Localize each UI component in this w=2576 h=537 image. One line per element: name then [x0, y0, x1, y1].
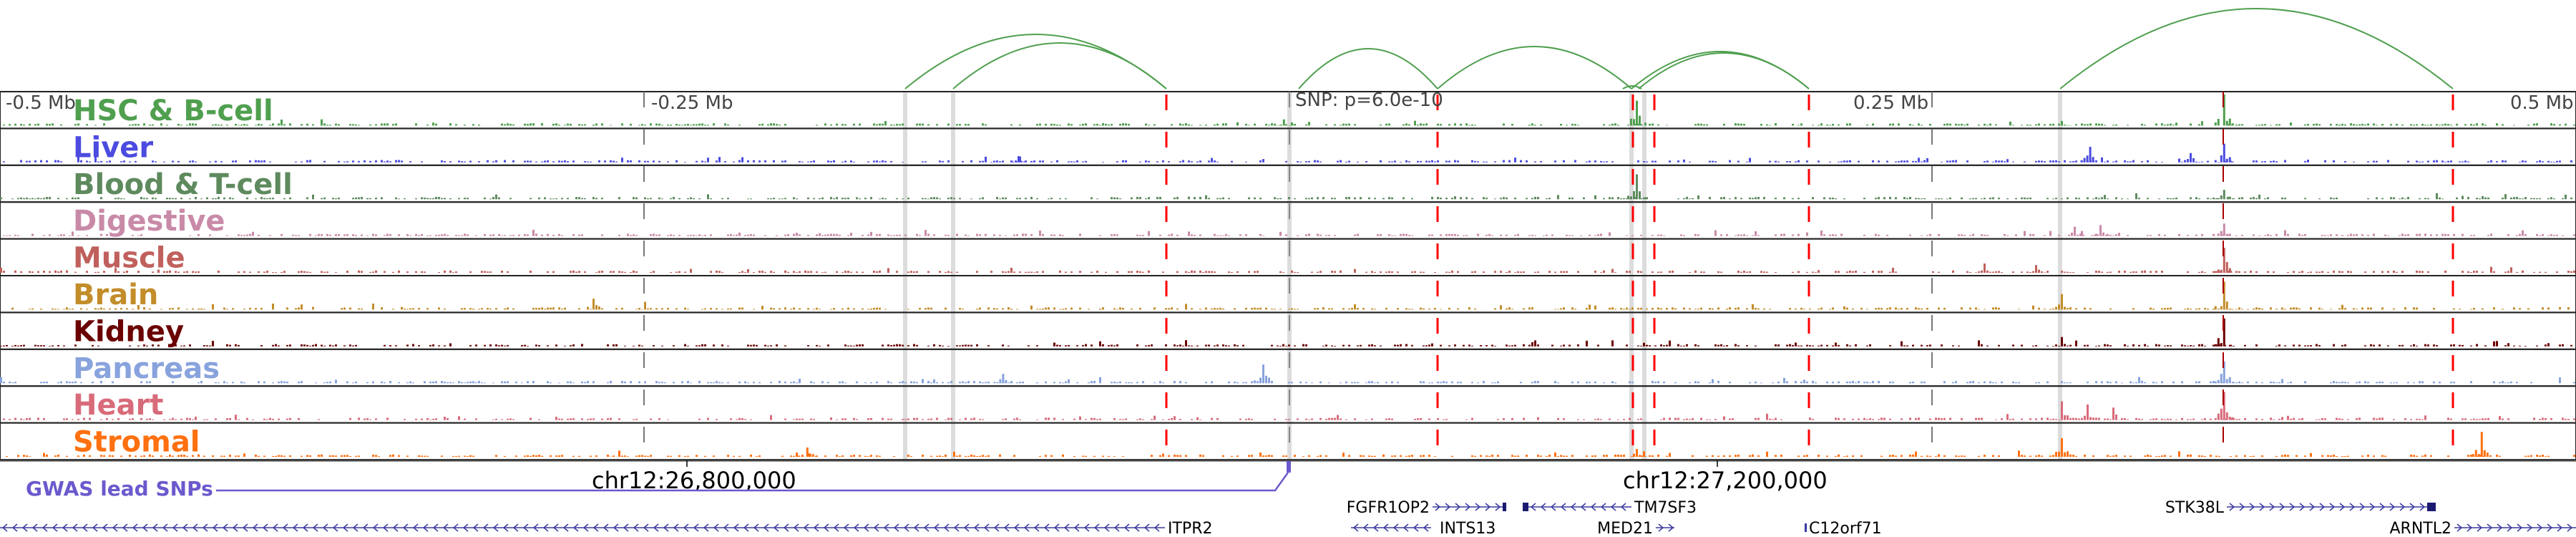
gene-exon	[1523, 503, 1528, 511]
ruler-label-left: chr12:26,800,000	[592, 467, 796, 494]
track-label: Digestive	[73, 205, 225, 238]
track-label: Muscle	[73, 242, 185, 275]
forward-strand-arrows	[2457, 523, 2573, 532]
reverse-strand-arrows	[1, 523, 1160, 532]
loop-arcs	[904, 8, 2454, 90]
marker-lines	[643, 92, 2454, 460]
track-label: Kidney	[73, 315, 184, 348]
signal-heart	[3, 392, 2575, 420]
reverse-strand-arrows	[1530, 503, 1626, 511]
track-label: Liver	[73, 131, 153, 164]
track-label: Brain	[73, 279, 158, 311]
gene-label[interactable]: ARNTL2	[2390, 520, 2452, 537]
axis-label-mid-left: -0.25 Mb	[651, 92, 733, 114]
gwas-connector	[216, 472, 1289, 492]
forward-strand-arrows	[1658, 523, 1674, 532]
loop-arc	[1437, 46, 1632, 90]
axis-label-left: -0.5 Mb	[6, 92, 76, 114]
forward-strand-arrows	[2229, 503, 2426, 511]
track-label: Stromal	[73, 426, 200, 459]
signal-tracks	[0, 91, 2576, 460]
signal-blood-t-cell	[0, 174, 2572, 200]
track-label: Pancreas	[73, 352, 220, 385]
signal-stromal	[6, 432, 2575, 457]
loop-arc	[1638, 52, 1810, 90]
gwas-label: GWAS lead SNPs	[26, 477, 213, 500]
reverse-strand-arrows	[1352, 523, 1429, 532]
track-label: Blood & T-cell	[73, 168, 293, 201]
signal-kidney	[0, 318, 2572, 347]
track-label: Heart	[73, 389, 163, 422]
gene-exon	[1503, 503, 1506, 511]
snp-label: SNP: p=6.0e-10	[1295, 90, 1443, 111]
loop-arc	[2059, 8, 2454, 90]
gene-label[interactable]: ITPR2	[1168, 520, 1212, 537]
loop-arc	[1298, 48, 1438, 90]
gene-label[interactable]: INTS13	[1440, 520, 1496, 537]
ruler-label-right: chr12:27,200,000	[1623, 467, 1828, 494]
gene-track: ITPR2 FGFR1OP2 TM7SF3 INTS13 MED21 C12orf71 ST…	[0, 499, 2576, 537]
gene-label[interactable]: STK38L	[2165, 499, 2225, 517]
track-label: HSC & B-cell	[73, 95, 273, 127]
axis-label-right: 0.5 Mb	[2510, 92, 2574, 114]
gene-exon	[1805, 523, 1807, 532]
axis-label-mid-right: 0.25 Mb	[1853, 92, 1928, 114]
gwas-snp-marker[interactable]	[1287, 461, 1291, 473]
forward-strand-arrows	[1435, 503, 1501, 511]
gene-label[interactable]: MED21	[1597, 520, 1653, 537]
gene-label[interactable]: C12orf71	[1809, 520, 1882, 537]
gene-exon	[2427, 503, 2436, 511]
gene-label[interactable]: TM7SF3	[1634, 499, 1697, 517]
loop-arc	[952, 42, 1167, 90]
gene-label[interactable]: FGFR1OP2	[1347, 499, 1430, 517]
